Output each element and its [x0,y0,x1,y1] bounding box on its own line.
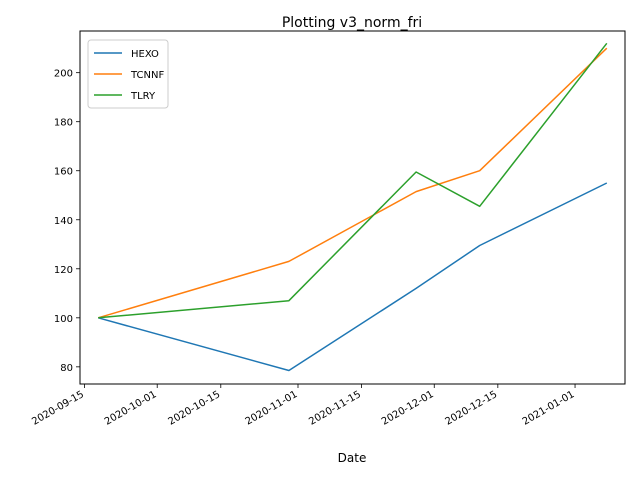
legend-label-hexo: HEXO [131,49,159,60]
x-tick-label: 2020-12-15 [443,389,499,428]
x-axis: 2020-09-15 2020-10-01 2020-10-15 2020-11-01… [30,384,577,428]
legend-box [87,39,169,109]
x-tick-label: 2020-10-15 [166,389,222,428]
y-tick-label: 100 [54,314,73,325]
x-tick-label: 2021-01-01 [521,389,577,428]
y-tick-label: 140 [54,216,73,227]
x-tick-label: 2020-11-01 [244,389,300,428]
y-axis: 80 100 120 140 160 180 200 [54,69,80,374]
series-layer [97,42,608,372]
x-tick-label: 2020-11-15 [307,389,363,428]
plot-area [79,30,626,385]
y-tick-label: 80 [60,363,73,374]
legend: HEXO TCNNF TLRY [87,39,169,109]
x-tick-label: 2020-09-15 [30,389,86,428]
y-tick-label: 120 [54,265,73,276]
x-axis-label: Date [338,451,367,465]
chart-title: Plotting v3_norm_fri [282,15,422,31]
series-line-hexo [98,182,608,372]
x-tick-label: 2020-10-01 [103,389,159,428]
x-tick-label: 2020-12-01 [380,389,436,428]
legend-label-tcnnf: TCNNF [130,70,164,81]
y-tick-label: 160 [54,167,73,178]
y-tick-label: 180 [54,118,73,129]
series-line-tcnnf [97,47,608,319]
series-line-tlry [98,42,608,319]
y-tick-label: 200 [54,69,73,80]
legend-label-tlry: TLRY [130,91,156,102]
